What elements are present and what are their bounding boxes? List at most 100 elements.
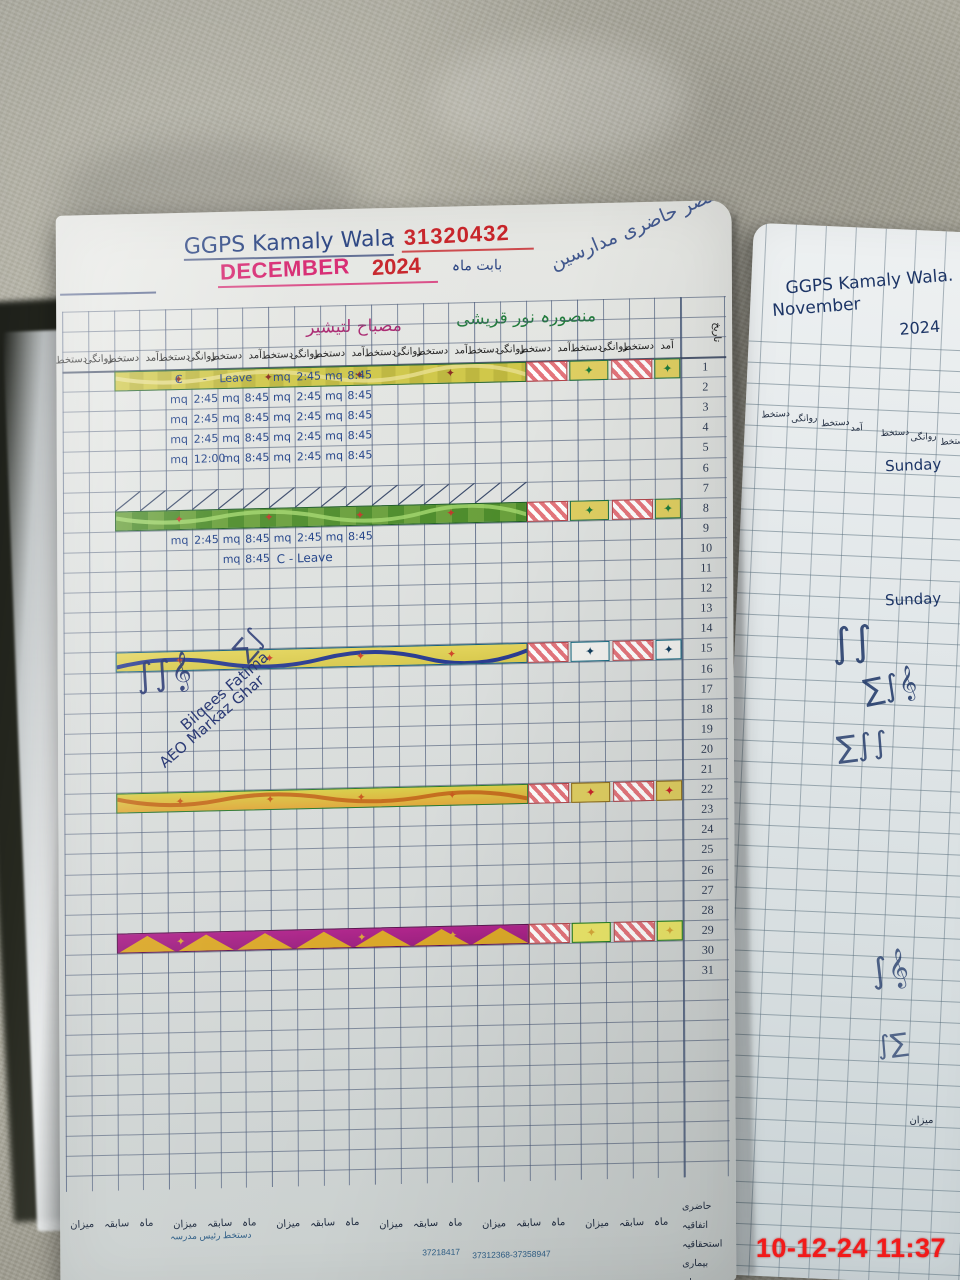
day-number: 11	[700, 560, 712, 575]
day-number: 27	[701, 882, 714, 897]
day-number: 13	[700, 600, 713, 615]
decor-star: ✦	[446, 648, 457, 661]
attendance-cell: 8:45	[347, 368, 373, 383]
day-number: 28	[701, 902, 714, 917]
grid-line-horizontal	[65, 1019, 730, 1037]
decor-star: ✦	[266, 934, 276, 947]
day-number: 18	[700, 701, 713, 716]
decor-star: ✦	[357, 932, 367, 945]
striped-cell	[527, 641, 569, 663]
striped-cell	[613, 921, 655, 943]
attendance-cell: 2:45	[193, 412, 219, 427]
right-page-column-header: دستخط	[939, 436, 960, 448]
attendance-cell: 8:45	[244, 430, 270, 445]
grid-line-horizontal	[63, 597, 728, 614]
attendance-cell: 8:45	[245, 531, 271, 546]
summary-row-label: حاضری	[681, 1200, 712, 1213]
grid-line-horizontal	[65, 1120, 730, 1137]
right-page-rule	[729, 549, 960, 565]
grid-line-horizontal	[64, 818, 729, 836]
right-page-year: 2024	[898, 316, 941, 339]
grid-line-vertical	[602, 298, 608, 1180]
right-page-rule	[716, 822, 960, 838]
striped-cell	[525, 360, 568, 382]
school-code: 31320432	[403, 219, 510, 251]
attendance-cell: 2:45	[296, 429, 322, 444]
star-cell: ✦	[572, 922, 611, 944]
attendance-cell: mq	[170, 533, 189, 548]
right-page-scribble-3: ∑∫∫	[834, 724, 890, 767]
grid-line-vertical	[113, 310, 119, 1191]
right-page-column-header: روانگی	[910, 431, 937, 444]
striped-cell	[610, 358, 653, 380]
attendance-cell: 2:45	[193, 432, 219, 447]
decor-star: ✦	[356, 791, 366, 804]
footer-signature-label: دستخط رئیس مدرسہ	[170, 1229, 252, 1242]
attendance-cell: mq	[324, 449, 343, 464]
attendance-cell: 2:45	[296, 530, 322, 545]
grid-line-horizontal	[62, 436, 727, 454]
day-number: 26	[701, 862, 714, 877]
decorated-row-band: ✦ ✦ ✦ ✦	[115, 783, 528, 814]
attendance-cell: Leave	[218, 370, 252, 386]
right-page-scribble-1: ∫∫	[828, 617, 875, 668]
register-title-urdu: مختصر حاضری مدارسین	[546, 199, 737, 275]
grid-line-horizontal	[63, 697, 728, 715]
camera-timestamp: 10-12-24 11:37	[755, 1233, 946, 1263]
attendance-cell: mq	[222, 532, 241, 546]
attendance-cell: mq	[324, 429, 343, 444]
day-number: 23	[701, 801, 714, 817]
grid-line-horizontal	[62, 396, 727, 413]
summary-label: سابقہ	[206, 1217, 233, 1231]
decor-star: ✦	[175, 795, 185, 808]
attendance-cell: mq	[324, 369, 343, 383]
summary-label: سابقہ	[103, 1217, 130, 1231]
grid-line-vertical	[499, 301, 505, 1182]
day-number: 12	[700, 580, 713, 595]
day-number: 20	[700, 741, 713, 756]
attendance-cell: 12:00	[193, 451, 226, 467]
grid-line-horizontal	[65, 1160, 730, 1177]
day-number: 4	[702, 419, 709, 434]
attendance-cell: mq	[169, 392, 188, 407]
day-number: 19	[700, 721, 713, 736]
summary-label: ماہ	[344, 1216, 360, 1229]
right-page-rule	[718, 780, 960, 796]
grid-line-vertical	[551, 300, 557, 1181]
grid-line-vertical	[448, 302, 454, 1183]
attendance-cell: 8:45	[347, 388, 373, 403]
day-number: 6	[702, 460, 709, 475]
attendance-cell: 8:45	[244, 451, 270, 466]
column-header: دستخط	[518, 342, 551, 356]
day-number: 29	[701, 922, 714, 937]
grid-line-horizontal	[63, 717, 728, 735]
right-page-column-header: روانگی	[790, 413, 818, 425]
right-page-scribble-2: ∑∫𝄞	[860, 664, 920, 710]
attendance-cell: mq	[221, 451, 240, 466]
summary-label: میزان	[584, 1217, 610, 1231]
summary-label: سابقہ	[412, 1217, 439, 1231]
grid-line-horizontal	[64, 838, 729, 856]
attendance-cell: mq	[324, 529, 343, 544]
grid-line-horizontal	[65, 1140, 730, 1157]
star-cell: ✦	[654, 357, 681, 379]
attendance-cell: mq	[272, 410, 291, 425]
decor-star: ✦	[447, 789, 457, 802]
right-page-note-0: Sunday	[884, 454, 942, 476]
summary-label: ماہ	[138, 1217, 154, 1230]
day-number: 10	[700, 540, 713, 555]
striped-cell	[611, 639, 654, 661]
attendance-cell: 2:45	[193, 391, 219, 406]
decor-star: ✦	[355, 509, 365, 523]
column-header: دستخط	[312, 347, 345, 361]
grid-line-vertical	[628, 298, 634, 1179]
attendance-cell: mq	[273, 430, 292, 445]
attendance-cell: -	[202, 372, 207, 386]
grid-line-vertical	[525, 300, 531, 1181]
inspector-signature-mark: ∫∫𝄞	[133, 650, 194, 697]
star-cell: ✦	[570, 640, 610, 662]
summary-label: سابقہ	[309, 1217, 336, 1230]
star-cell: ✦	[571, 781, 611, 803]
attendance-cell: 8:45	[245, 551, 271, 566]
day-number: 25	[701, 841, 714, 857]
